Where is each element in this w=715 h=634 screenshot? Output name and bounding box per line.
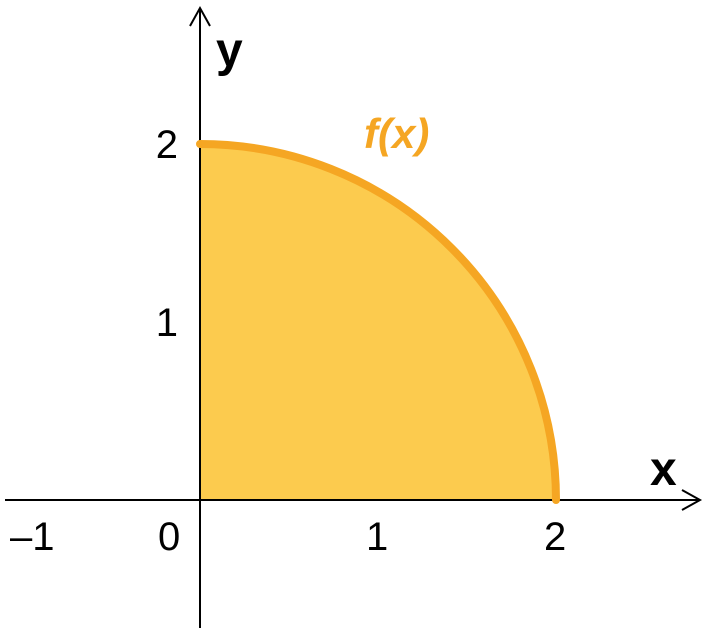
x-tick-2: 2 bbox=[544, 515, 566, 559]
function-label: f(x) bbox=[364, 110, 429, 157]
x-tick--1: –1 bbox=[10, 515, 55, 559]
x-tick-0: 0 bbox=[158, 515, 180, 559]
plot-svg: –1012 12 x y f(x) bbox=[0, 0, 715, 634]
y-axis-label: y bbox=[216, 24, 243, 77]
quarter-circle-plot: –1012 12 x y f(x) bbox=[0, 0, 715, 634]
x-tick-1: 1 bbox=[366, 515, 388, 559]
x-tick-labels: –1 0 1 2 bbox=[10, 515, 566, 559]
shaded-region bbox=[200, 144, 556, 500]
y-tick-1: 1 bbox=[156, 301, 178, 345]
y-tick-labels: 12 bbox=[156, 123, 178, 345]
x-axis-label: x bbox=[650, 443, 677, 496]
y-tick-2: 2 bbox=[156, 123, 178, 167]
